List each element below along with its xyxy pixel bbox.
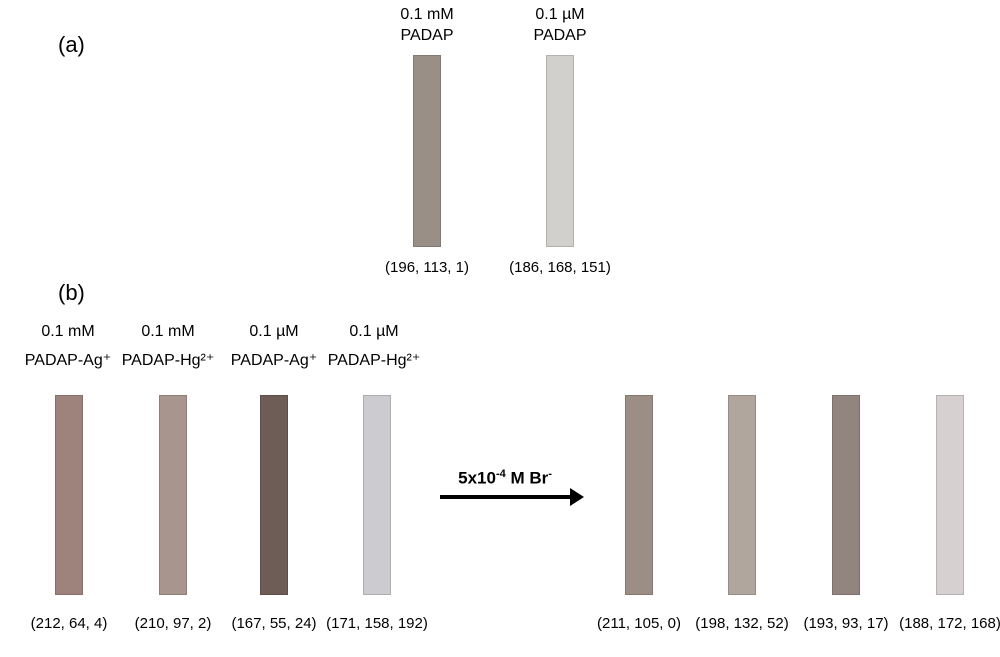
panel-b-bar xyxy=(832,395,860,595)
panel-b-label: (b) xyxy=(58,280,85,306)
arrow-label: 5x10-4 M Br- xyxy=(440,468,570,489)
panel-a-label: (a) xyxy=(58,32,85,58)
label-line1: 0.1 mM xyxy=(41,323,94,340)
panel-b-header-label: 0.1 mM PADAP-Hg²⁺ xyxy=(118,318,218,376)
panel-b-rgb-label: (198, 132, 52) xyxy=(686,615,798,632)
panel-b-bar xyxy=(260,395,288,595)
panel-a-bar xyxy=(546,55,574,247)
panel-b-header-label: 0.1 µM PADAP-Ag⁺ xyxy=(224,318,324,376)
panel-b-rgb-label: (171, 158, 192) xyxy=(321,615,433,632)
reaction-arrow: 5x10-4 M Br- xyxy=(440,468,570,499)
label-line1: 0.1 mM xyxy=(141,323,194,340)
label-line2: PADAP-Hg²⁺ xyxy=(328,352,421,369)
panel-b-rgb-label: (211, 105, 0) xyxy=(583,615,695,632)
label-line2: PADAP-Ag⁺ xyxy=(25,352,111,369)
panel-b-rgb-label: (210, 97, 2) xyxy=(117,615,229,632)
panel-b-rgb-label: (212, 64, 4) xyxy=(13,615,125,632)
label-line1: 0.1 µM xyxy=(249,323,298,340)
panel-a-top-label: 0.1 µM PADAP xyxy=(506,5,614,47)
panel-a-rgb-label: (186, 168, 151) xyxy=(496,259,624,276)
panel-b-rgb-label: (167, 55, 24) xyxy=(218,615,330,632)
label-line2: PADAP xyxy=(533,27,586,44)
label-line2: PADAP-Ag⁺ xyxy=(231,352,317,369)
panel-b-bar xyxy=(625,395,653,595)
panel-b-bar xyxy=(55,395,83,595)
panel-b-header-label: 0.1 mM PADAP-Ag⁺ xyxy=(18,318,118,376)
panel-b-bar xyxy=(159,395,187,595)
panel-b-header-label: 0.1 µM PADAP-Hg²⁺ xyxy=(324,318,424,376)
panel-b-bar xyxy=(728,395,756,595)
panel-b-rgb-label: (188, 172, 168) xyxy=(894,615,1000,632)
panel-a-bar xyxy=(413,55,441,247)
label-line2: PADAP xyxy=(400,27,453,44)
panel-a-rgb-label: (196, 113, 1) xyxy=(363,259,491,276)
label-line1: 0.1 mM xyxy=(400,6,453,23)
label-line2: PADAP-Hg²⁺ xyxy=(122,352,215,369)
label-line1: 0.1 µM xyxy=(535,6,584,23)
panel-a-top-label: 0.1 mM PADAP xyxy=(373,5,481,47)
label-line1: 0.1 µM xyxy=(349,323,398,340)
panel-b-bar xyxy=(936,395,964,595)
arrow-shape xyxy=(440,495,570,499)
panel-b-rgb-label: (193, 93, 17) xyxy=(790,615,902,632)
panel-b-bar xyxy=(363,395,391,595)
